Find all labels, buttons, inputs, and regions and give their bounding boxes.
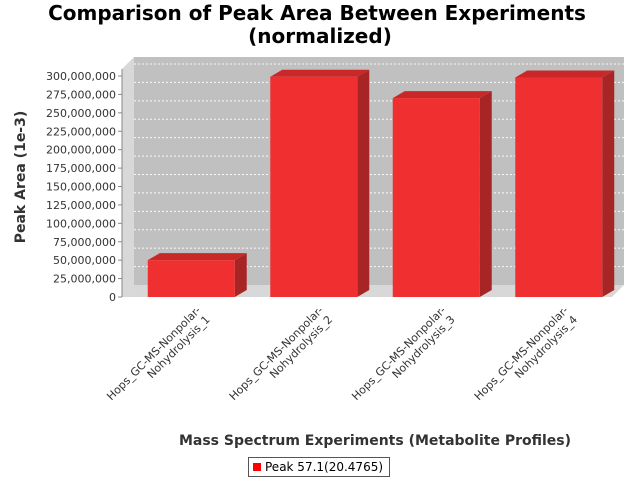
y-tick-label: 250,000,000 xyxy=(46,107,116,120)
legend: Peak 57.1(20.4765) xyxy=(248,457,390,477)
y-tick-label: 50,000,000 xyxy=(53,254,116,267)
plot-left-wall xyxy=(122,57,134,297)
bar xyxy=(392,98,480,297)
bar-top xyxy=(147,253,247,261)
bars xyxy=(147,69,615,298)
legend-swatch xyxy=(253,463,261,471)
y-tick-label: 100,000,000 xyxy=(46,217,116,230)
chart-subtitle: (normalized) xyxy=(248,24,392,48)
bar-top xyxy=(515,70,615,78)
y-tick-label: 75,000,000 xyxy=(53,236,116,249)
x-tick-label-line: Hops_GC-MS-Nonpolar- xyxy=(349,304,448,403)
plot-floor xyxy=(122,285,624,297)
bar-side xyxy=(479,91,492,297)
x-axis-tick-labels: Hops_GC-MS-Nonpolar-Nohydrolysis_1 Hops_G… xyxy=(104,304,580,403)
bar xyxy=(515,77,603,298)
y-tick-label: 275,000,000 xyxy=(46,88,116,101)
x-tick-label-line: Hops_GC-MS-Nonpolar- xyxy=(104,304,203,403)
y-tick-label: 25,000,000 xyxy=(53,273,116,286)
x-tick-label: Hops_GC-MS-Nonpolar-Nohydrolysis_1 xyxy=(104,304,212,403)
bar-top xyxy=(392,91,492,99)
bar-side xyxy=(357,69,370,297)
y-axis: 0 25,000,000 50,000,000 75,000,000 100,000,0… xyxy=(46,69,123,304)
x-tick-label-line: Hops_GC-MS-Nonpolar- xyxy=(227,304,326,403)
x-tick-label-line: Hops_GC-MS-Nonpolar- xyxy=(472,304,571,403)
y-tick-label: 125,000,000 xyxy=(46,199,116,212)
bar-top xyxy=(270,69,370,77)
y-tick-label: 0 xyxy=(109,291,116,304)
y-axis-label: Peak Area (1e-3) xyxy=(13,111,29,244)
bar-side xyxy=(234,253,247,297)
x-axis-label: Mass Spectrum Experiments (Metabolite Pr… xyxy=(179,433,571,449)
y-tick-label: 200,000,000 xyxy=(46,144,116,157)
legend-label: Peak 57.1(20.4765) xyxy=(265,460,384,474)
chart-title: Comparison of Peak Area Between Experime… xyxy=(48,1,586,25)
y-tick-label: 150,000,000 xyxy=(46,181,116,194)
y-tick-label: 300,000,000 xyxy=(46,70,116,83)
x-tick-label: Hops_GC-MS-Nonpolar-Nohydrolysis_2 xyxy=(227,304,335,403)
y-tick-label: 225,000,000 xyxy=(46,125,116,138)
bar xyxy=(270,76,358,297)
bar-side xyxy=(602,70,615,298)
x-tick-label: Hops_GC-MS-Nonpolar-Nohydrolysis_4 xyxy=(472,304,580,403)
bar xyxy=(147,260,235,297)
x-tick-label: Hops_GC-MS-Nonpolar-Nohydrolysis_3 xyxy=(349,304,457,403)
y-tick-label: 175,000,000 xyxy=(46,162,116,175)
